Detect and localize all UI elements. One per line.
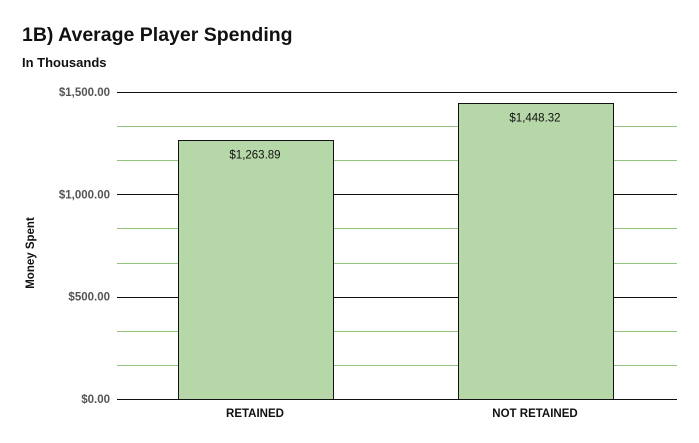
x-tick-label: NOT RETAINED [492, 408, 577, 420]
y-tick-label: $500.00 [68, 292, 110, 304]
x-axis-ticks: RETAINED NOT RETAINED [226, 408, 578, 420]
y-tick-label: $1,500.00 [59, 87, 110, 99]
y-tick-label: $1,000.00 [59, 189, 110, 201]
data-label: $1,448.32 [509, 113, 560, 125]
bar-not-retained [458, 103, 614, 400]
chart-title: 1B) Average Player Spending [22, 24, 293, 46]
bar-retained [178, 140, 334, 400]
x-tick-label: RETAINED [226, 408, 284, 420]
bars: $1,263.89 $1,448.32 [178, 103, 614, 400]
y-axis-label: Money Spent [25, 217, 37, 289]
y-tick-label: $0.00 [81, 394, 110, 406]
chart-subtitle: In Thousands [22, 55, 107, 70]
y-axis-ticks: $0.00 $500.00 $1,000.00 $1,500.00 [59, 87, 110, 406]
data-label: $1,263.89 [229, 150, 280, 162]
